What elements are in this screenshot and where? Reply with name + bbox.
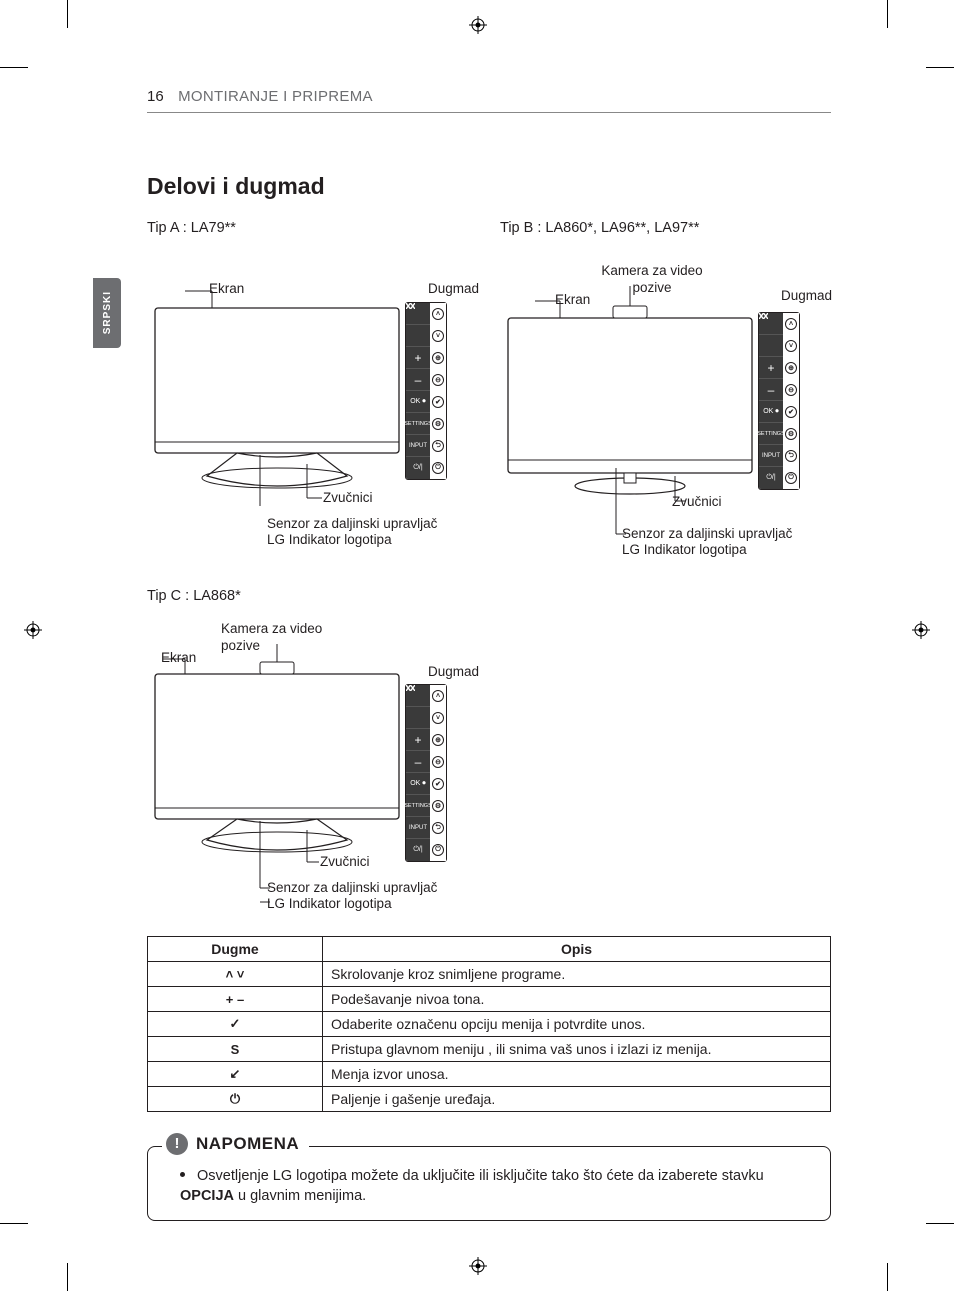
note-icon: ! bbox=[166, 1133, 188, 1155]
btn-minus: – bbox=[406, 369, 430, 391]
table-row: SPristupa glavnom meniju , ili snima vaš… bbox=[148, 1037, 831, 1062]
buttons-table: Dugme Opis ˄ ˅Skrolovanje kroz snimljene… bbox=[147, 936, 831, 1112]
btn-power: ⏻/| bbox=[406, 457, 430, 479]
page-title: Delovi i dugmad bbox=[147, 173, 831, 200]
label-dugmad: Dugmad bbox=[428, 281, 479, 298]
table-row: + –Podešavanje nivoa tona. bbox=[148, 987, 831, 1012]
button-panel-b: + – OK ⏺ SETTINGS INPUT ⏻/| ˄ ˅ ⊕ ⊖ ✔ ⚙ bbox=[758, 312, 800, 490]
label-zvucnici: Zvučnici bbox=[672, 494, 722, 511]
type-c-diagram: Ekran Kamera za video pozive Dugmad Zvuč… bbox=[147, 614, 477, 924]
table-row: ✓Odaberite označenu opciju menija i potv… bbox=[148, 1012, 831, 1037]
btn-plus: + bbox=[406, 347, 430, 369]
label-logo: LG Indikator logotipa bbox=[267, 896, 392, 913]
label-ekran: Ekran bbox=[161, 650, 196, 667]
btn-ok: OK ⏺ bbox=[406, 391, 430, 413]
plus-icon: ⊕ bbox=[432, 352, 444, 364]
language-label: SRPSKI bbox=[102, 291, 113, 334]
registration-mark bbox=[24, 621, 42, 639]
btn-down bbox=[406, 325, 430, 347]
settings-icon: ⚙ bbox=[432, 418, 444, 430]
registration-mark bbox=[469, 1257, 487, 1275]
label-kamera: Kamera za video pozive bbox=[221, 621, 341, 655]
language-tab: SRPSKI bbox=[93, 278, 121, 348]
label-senzor: Senzor za daljinski upravljač bbox=[267, 880, 437, 897]
label-ekran: Ekran bbox=[209, 281, 244, 298]
minus-icon: ⊖ bbox=[432, 374, 444, 386]
registration-mark bbox=[912, 621, 930, 639]
th-dugme: Dugme bbox=[148, 937, 323, 962]
type-b-diagram: Kamera za video pozive Ekran Dugmad Zvuč… bbox=[500, 246, 831, 566]
registration-mark bbox=[469, 16, 487, 34]
button-panel-a: + – OK ⏺ SETTINGS INPUT ⏻/| ˄ ˅ ⊕ ⊖ ✔ ⚙ bbox=[405, 302, 447, 480]
label-logo: LG Indikator logotipa bbox=[622, 542, 747, 559]
page-header: 16 MONTIRANJE I PRIPREMA bbox=[147, 88, 831, 113]
note-item: Osvetljenje LG logotipa možete da uključ… bbox=[180, 1167, 812, 1206]
type-a-diagram: Ekran Dugmad Zvučnici Senzor za daljinsk… bbox=[147, 246, 478, 546]
page-number: 16 bbox=[147, 88, 164, 105]
down-icon: ˅ bbox=[432, 330, 444, 342]
th-opis: Opis bbox=[323, 937, 831, 962]
type-a-label: Tip A : LA79** bbox=[147, 220, 478, 236]
note-box: ! NAPOMENA Osvetljenje LG logotipa možet… bbox=[147, 1146, 831, 1221]
table-row: ⏻Paljenje i gašenje uređaja. bbox=[148, 1087, 831, 1112]
note-title: NAPOMENA bbox=[196, 1133, 299, 1156]
label-logo: LG Indikator logotipa bbox=[267, 532, 392, 549]
type-c-label: Tip C : LA868* bbox=[147, 588, 831, 604]
up-icon: ˄ bbox=[432, 308, 444, 320]
input-icon: ⮌ bbox=[432, 440, 444, 452]
table-row: ↙Menja izvor unosa. bbox=[148, 1062, 831, 1087]
label-ekran: Ekran bbox=[555, 292, 590, 309]
btn-input: INPUT bbox=[406, 435, 430, 457]
section-name: MONTIRANJE I PRIPREMA bbox=[178, 88, 373, 105]
table-row: ˄ ˅Skrolovanje kroz snimljene programe. bbox=[148, 962, 831, 987]
label-dugmad: Dugmad bbox=[781, 288, 832, 305]
type-b-label: Tip B : LA860*, LA96**, LA97** bbox=[500, 220, 831, 236]
label-senzor: Senzor za daljinski upravljač bbox=[267, 516, 437, 533]
btn-settings: SETTINGS bbox=[406, 413, 430, 435]
button-panel-c: + – OK ⏺ SETTINGS INPUT ⏻/| ˄ ˅ ⊕ ⊖ ✔ ⚙ … bbox=[405, 684, 447, 862]
ok-icon: ✔ bbox=[432, 396, 444, 408]
power-icon: ⏻ bbox=[432, 462, 444, 474]
label-kamera: Kamera za video pozive bbox=[597, 263, 707, 297]
label-zvucnici: Zvučnici bbox=[320, 854, 370, 871]
label-senzor: Senzor za daljinski upravljač bbox=[622, 526, 792, 543]
label-dugmad: Dugmad bbox=[428, 664, 479, 681]
label-zvucnici: Zvučnici bbox=[323, 490, 373, 507]
